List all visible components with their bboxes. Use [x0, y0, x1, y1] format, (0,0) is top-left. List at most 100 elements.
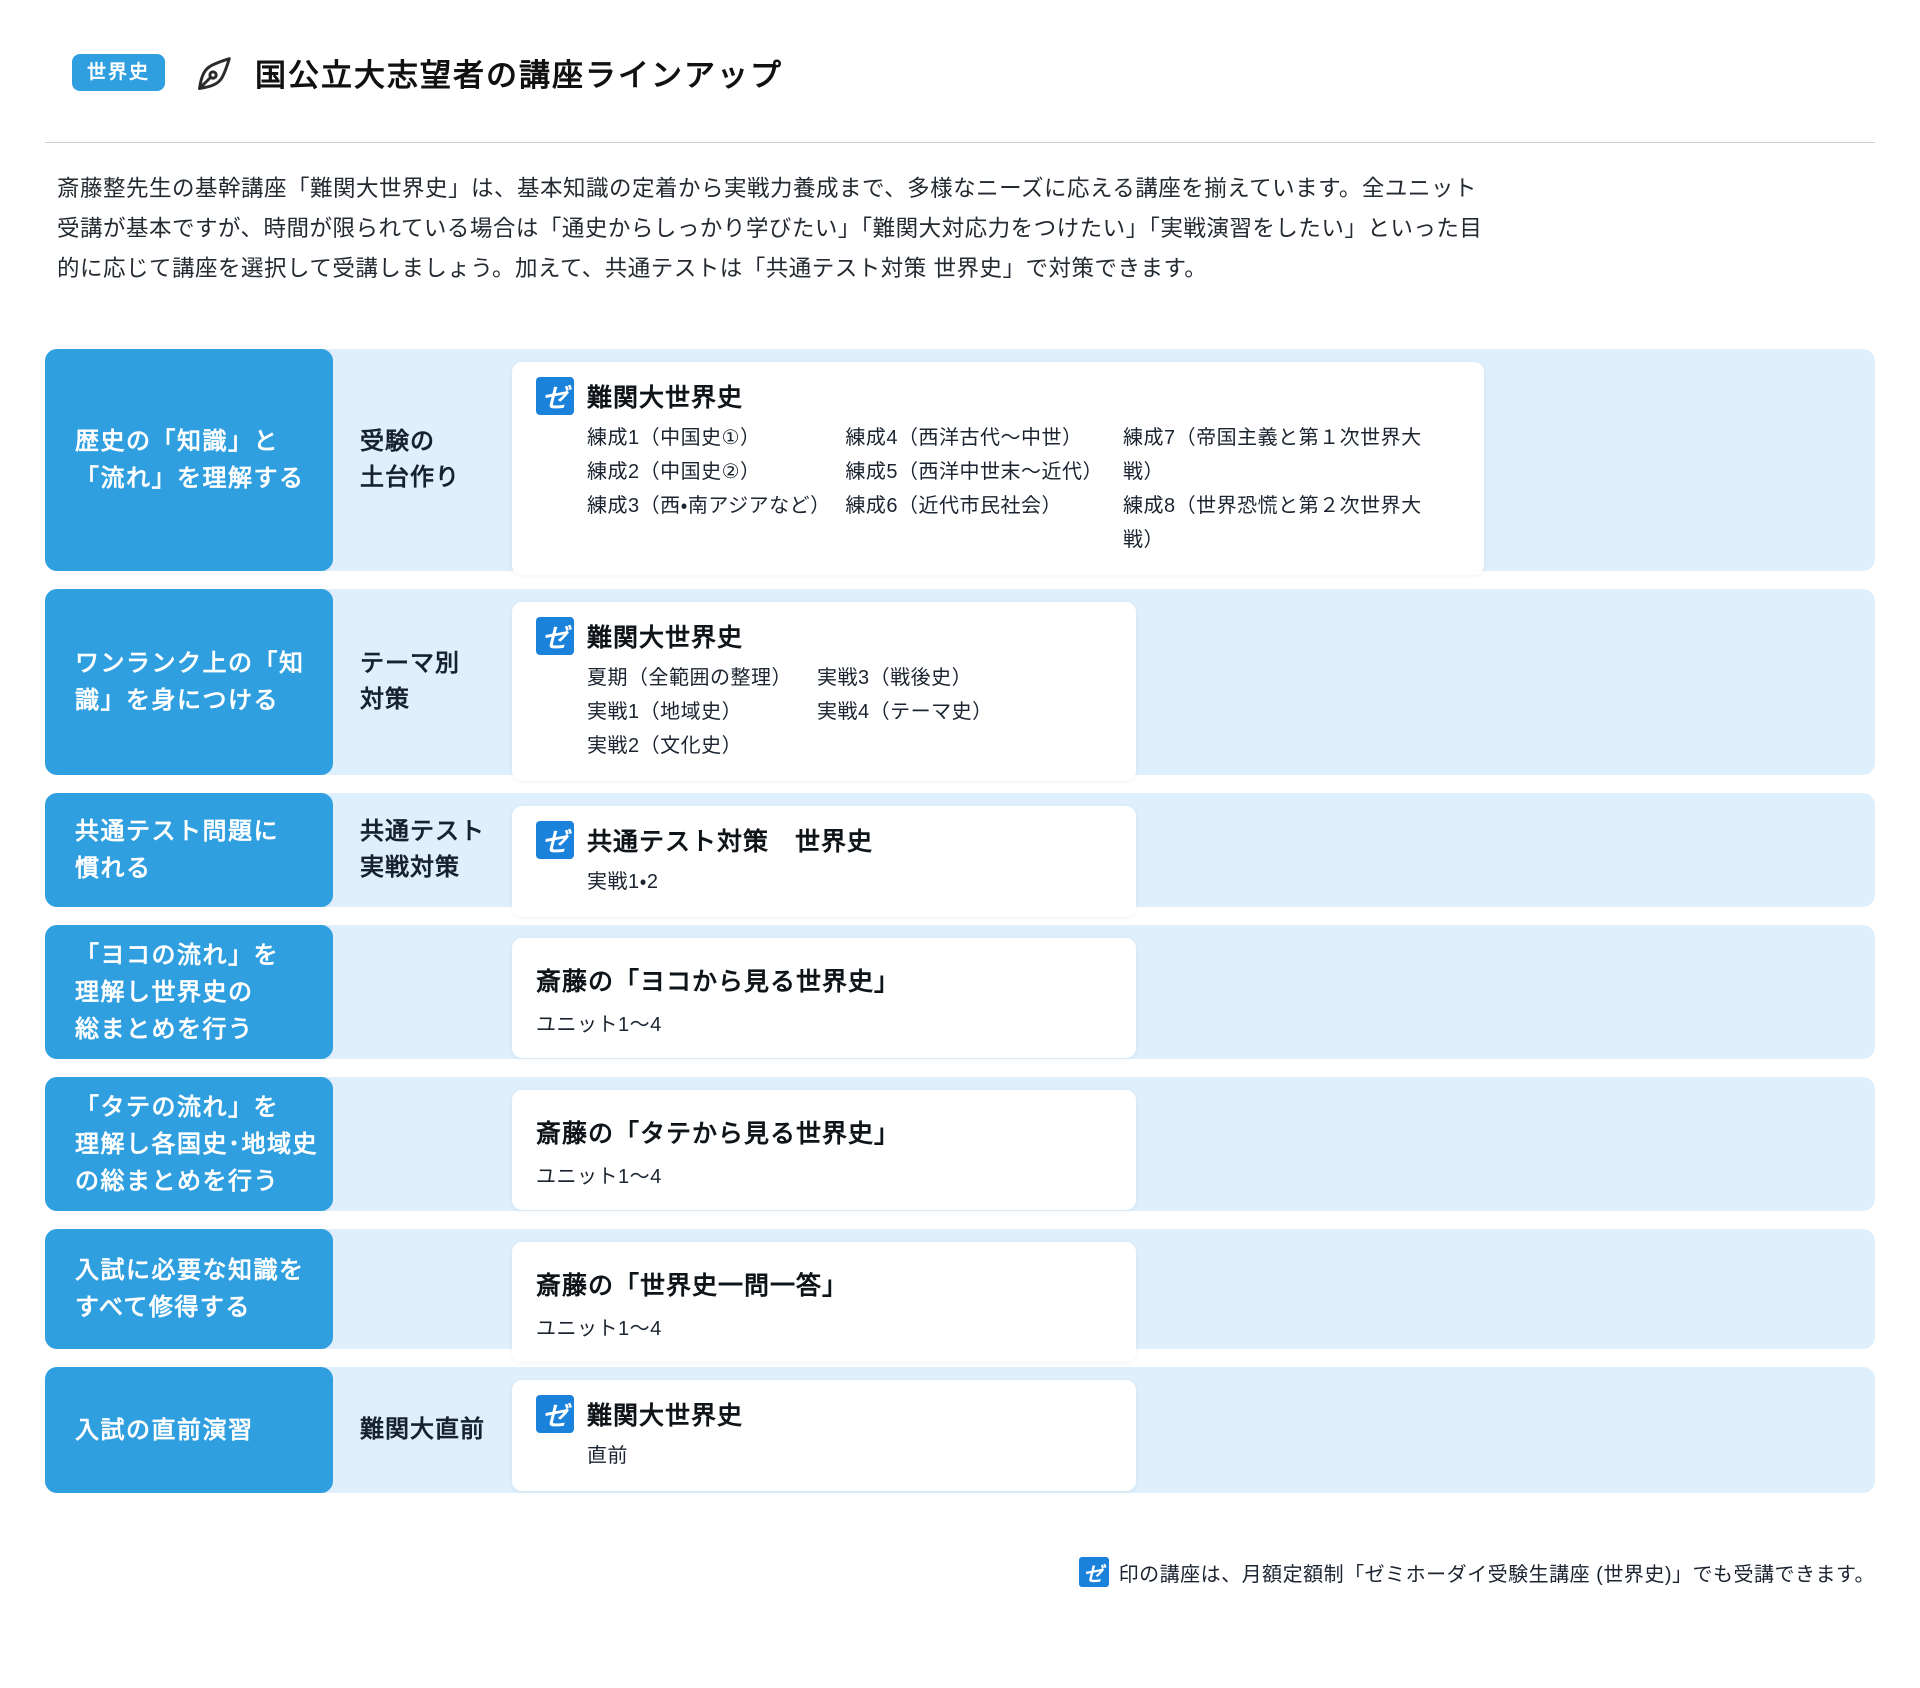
- category-label: [333, 1077, 512, 1211]
- footer-note: ゼ 印の講座は、月額定額制「ゼミホーダイ受験生講座 (世界史)」でも受講できます…: [45, 1557, 1875, 1587]
- course-row: 入試に必要な知識を すべて修得する 斎藤の「世界史一問一答」ユニット1〜4: [45, 1229, 1875, 1362]
- goal-label-line: 共通テスト問題に: [75, 818, 279, 845]
- pen-nib-icon: [198, 57, 231, 90]
- course-card-header: ゼ難関大世界史: [536, 617, 1112, 655]
- category-label: テーマ別 対策: [333, 589, 512, 775]
- category-label-line: 対策: [360, 686, 410, 713]
- category-label: [333, 1229, 512, 1349]
- zemi-logo-icon: ゼ: [536, 377, 574, 415]
- course-item: 夏期（全範囲の整理）: [587, 667, 792, 689]
- course-card: 斎藤の「タテから見る世界史」ユニット1〜4: [512, 1090, 1136, 1210]
- course-item-columns: ユニット1〜4: [536, 1162, 1112, 1192]
- course-item-column: ユニット1〜4: [536, 1162, 672, 1192]
- category-label-line: テーマ別: [360, 650, 460, 677]
- goal-label-line: ワンランク上の「知: [75, 650, 305, 677]
- course-item: 実戦4（テーマ史）: [817, 701, 993, 723]
- course-title: 難関大世界史: [587, 384, 744, 412]
- course-item: 実戦3（戦後史）: [817, 667, 973, 689]
- goal-label: 共通テスト問題に 慣れる: [45, 793, 333, 907]
- course-item: 練成7（帝国主義と第１次世界大戦）: [1123, 427, 1422, 483]
- course-item: ユニット1〜4: [536, 1318, 662, 1340]
- course-item: 練成3（西・南アジアなど）: [587, 495, 831, 517]
- course-item: 実戦1・2: [587, 871, 659, 893]
- goal-label-line: 慣れる: [75, 855, 152, 882]
- course-card: 斎藤の「ヨコから見る世界史」ユニット1〜4: [512, 938, 1136, 1058]
- course-item: 実戦2（文化史）: [587, 735, 743, 757]
- course-title: 斎藤の「タテから見る世界史」: [536, 1120, 901, 1148]
- category-label-line: 難関大直前: [360, 1416, 485, 1443]
- course-item-column: 直前: [587, 1439, 638, 1473]
- goal-label-line: 「ヨコの流れ」を: [75, 941, 279, 969]
- course-item: 練成5（西洋中世末〜近代）: [845, 461, 1104, 483]
- category-label-line: 共通テスト: [360, 818, 485, 845]
- category-label: 難関大直前: [333, 1367, 512, 1493]
- course-item-columns: ユニット1〜4: [536, 1010, 1112, 1040]
- course-card: ゼ共通テスト対策 世界史実戦1・2: [512, 806, 1136, 917]
- course-row: 「ヨコの流れ」を 理解し世界史の 総まとめを行う 斎藤の「ヨコから見る世界史」ユニット…: [45, 925, 1875, 1059]
- course-item-columns: 実戦1・2: [587, 865, 1112, 899]
- course-item: 練成8（世界恐慌と第２次世界大戦）: [1123, 495, 1422, 551]
- course-item: 直前: [587, 1445, 628, 1467]
- course-title: 共通テスト対策 世界史: [587, 828, 874, 856]
- goal-label-line: 入試に必要な知識を: [75, 1257, 305, 1284]
- course-card-header: ゼ難関大世界史: [536, 377, 1460, 415]
- category-label-line: 受験の: [360, 428, 435, 455]
- goal-label-line: の総まとめを行う: [75, 1167, 279, 1195]
- course-item-column: 夏期（全範囲の整理） 実戦1（地域史） 実戦2（文化史）: [587, 661, 817, 763]
- goal-label-line: 「流れ」を理解する: [75, 465, 305, 492]
- subject-badge: 世界史: [72, 53, 166, 91]
- course-item: ユニット1〜4: [536, 1166, 662, 1188]
- zemi-logo-icon: ゼ: [536, 617, 574, 655]
- course-item: ユニット1〜4: [536, 1014, 662, 1036]
- goal-label-line: 理解し世界史の: [75, 978, 254, 1006]
- course-item: 練成4（西洋古代〜中世）: [845, 427, 1083, 449]
- course-card-header: 斎藤の「世界史一問一答」: [536, 1266, 1112, 1302]
- goal-label-line: 識」を身につける: [75, 687, 279, 714]
- page-title: 国公立大志望者の講座ラインアップ: [255, 57, 784, 93]
- course-item-columns: 練成1（中国史①） 練成2（中国史②） 練成3（西・南アジアなど） 練成4（西洋古代〜…: [587, 421, 1460, 557]
- goal-label-line: 歴史の「知識」と: [75, 428, 279, 455]
- zemi-logo-icon: ゼ: [536, 821, 574, 859]
- category-label: 共通テスト 実戦対策: [333, 793, 512, 907]
- course-row: 「タテの流れ」を 理解し各国史･地域史 の総まとめを行う 斎藤の「タテから見る世界史」…: [45, 1077, 1875, 1211]
- category-label: [333, 925, 512, 1059]
- goal-label: 入試に必要な知識を すべて修得する: [45, 1229, 333, 1349]
- course-item: 練成2（中国史②）: [587, 461, 761, 483]
- page-header: 世界史 国公立大志望者の講座ラインアップ: [72, 48, 1875, 96]
- goal-label-line: 総まとめを行う: [75, 1015, 254, 1043]
- goal-label-line: 入試の直前演習: [75, 1416, 254, 1444]
- category-label-line: 実戦対策: [360, 854, 460, 881]
- course-item-column: ユニット1〜4: [536, 1314, 672, 1344]
- goal-label: 「ヨコの流れ」を 理解し世界史の 総まとめを行う: [45, 925, 333, 1059]
- course-title: 難関大世界史: [587, 1402, 744, 1430]
- category-label: 受験の 土台作り: [333, 349, 512, 571]
- course-title: 難関大世界史: [587, 624, 744, 652]
- course-card-header: 斎藤の「タテから見る世界史」: [536, 1114, 1112, 1150]
- course-item-column: 練成1（中国史①） 練成2（中国史②） 練成3（西・南アジアなど）: [587, 421, 845, 557]
- intro-paragraph: 斎藤整先生の基幹講座「難関大世界史」は、基本知識の定着から実戦力養成まで、多様な…: [57, 176, 1483, 281]
- course-row: 入試の直前演習 難関大直前ゼ難関大世界史 直前: [45, 1367, 1875, 1493]
- course-item-column: 練成7（帝国主義と第１次世界大戦） 練成8（世界恐慌と第２次世界大戦）: [1123, 421, 1460, 557]
- goal-label: 「タテの流れ」を 理解し各国史･地域史 の総まとめを行う: [45, 1077, 333, 1211]
- course-card: ゼ難関大世界史 練成1（中国史①） 練成2（中国史②） 練成3（西・南アジアなど） 練成…: [512, 362, 1484, 575]
- course-item-column: 練成4（西洋古代〜中世） 練成5（西洋中世末〜近代） 練成6（近代市民社会）: [845, 421, 1123, 557]
- footer-note-text: 印の講座は、月額定額制「ゼミホーダイ受験生講座 (世界史)」でも受講できます。: [1118, 1563, 1875, 1586]
- course-title: 斎藤の「世界史一問一答」: [536, 1272, 849, 1300]
- goal-label: 歴史の「知識」と 「流れ」を理解する: [45, 349, 333, 571]
- course-lineup-table: 歴史の「知識」と 「流れ」を理解する 受験の 土台作りゼ難関大世界史 練成1（中国史①）…: [45, 349, 1875, 1493]
- goal-label: 入試の直前演習: [45, 1367, 333, 1493]
- goal-label: ワンランク上の「知 識」を身につける: [45, 589, 333, 775]
- course-row: 共通テスト問題に 慣れる 共通テスト 実戦対策ゼ共通テスト対策 世界史 実戦1・2: [45, 793, 1875, 917]
- course-item: 実戦1（地域史）: [587, 701, 743, 723]
- course-item-column: 実戦3（戦後史） 実戦4（テーマ史）: [817, 661, 1003, 763]
- course-item-column: 実戦1・2: [587, 865, 669, 899]
- course-item-column: ユニット1〜4: [536, 1010, 672, 1040]
- course-item: 練成1（中国史①）: [587, 427, 761, 449]
- goal-label-line: 「タテの流れ」を: [75, 1093, 279, 1121]
- course-item: 練成6（近代市民社会）: [845, 495, 1063, 517]
- course-card-header: 斎藤の「ヨコから見る世界史」: [536, 962, 1112, 998]
- course-item-columns: ユニット1〜4: [536, 1314, 1112, 1344]
- zemi-logo-icon: ゼ: [1078, 1557, 1109, 1587]
- divider: [45, 142, 1875, 143]
